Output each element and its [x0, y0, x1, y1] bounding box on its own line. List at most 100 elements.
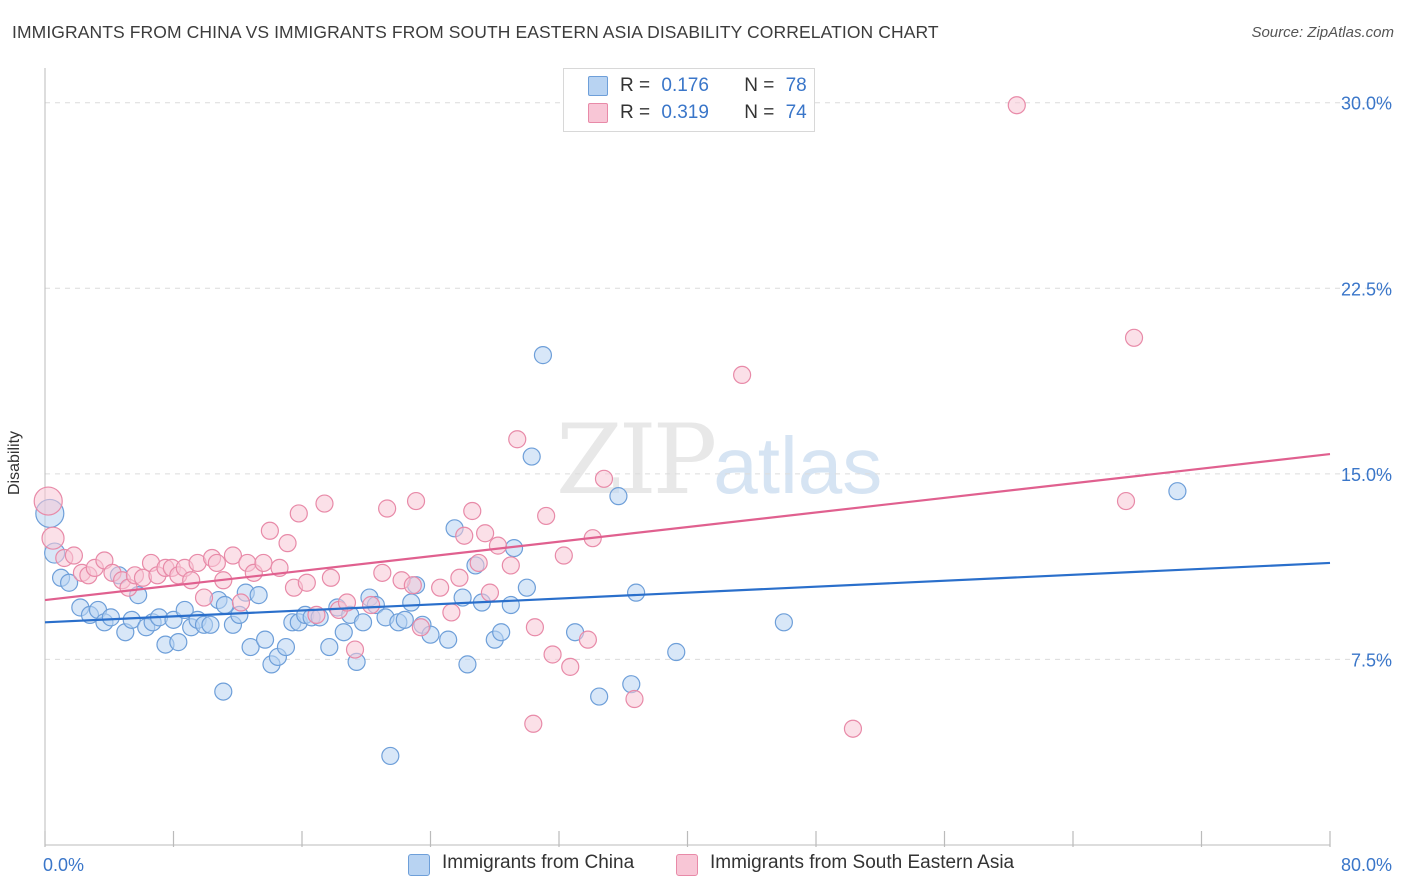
- sea-data-point: [524, 714, 543, 733]
- china-data-point: [381, 746, 400, 766]
- china-data-point: [320, 637, 339, 657]
- sea-trend-line: [44, 452, 1331, 602]
- n-value-sea: 74: [785, 102, 807, 123]
- sea-data-point: [41, 526, 65, 550]
- sea-data-point: [594, 469, 614, 488]
- china-trend-line: [44, 561, 1331, 624]
- sea-data-point: [315, 494, 334, 513]
- sea-data-point: [373, 563, 392, 582]
- sea-data-point: [33, 486, 63, 516]
- sea-data-point: [476, 524, 495, 543]
- sea-data-point: [406, 491, 426, 511]
- sea-data-point: [231, 593, 251, 612]
- sea-data-point: [450, 568, 469, 587]
- sea-data-point: [361, 595, 381, 615]
- sea-data-point: [442, 603, 461, 622]
- sea-data-point: [561, 657, 580, 676]
- china-data-point: [215, 595, 234, 615]
- sea-data-point: [1124, 328, 1144, 347]
- watermark-zip: ZIP: [556, 404, 717, 516]
- china-legend-swatch: [408, 854, 430, 876]
- sea-data-point: [469, 553, 488, 573]
- source-credit: Source: ZipAtlas.com: [1251, 24, 1394, 41]
- china-data-point: [255, 630, 275, 649]
- china-data-point: [214, 682, 233, 701]
- china-data-point: [439, 630, 458, 649]
- sea-data-point: [378, 499, 397, 518]
- chart-title: IMMIGRANTS FROM CHINA VS IMMIGRANTS FROM…: [12, 22, 939, 42]
- y-tick-label: 7.5%: [1351, 650, 1392, 670]
- correlation-legend: R = 0.176 N = 78 R = 0.319 N = 74: [563, 68, 815, 132]
- sea-data-point: [297, 573, 316, 592]
- china-data-point: [249, 586, 268, 605]
- sea-data-point: [289, 504, 308, 523]
- sea-data-point: [403, 576, 422, 595]
- china-data-point: [122, 610, 141, 629]
- china-data-point: [395, 610, 414, 629]
- china-data-point: [334, 623, 353, 642]
- r-value-sea: 0.319: [661, 102, 709, 123]
- sea-data-point: [194, 588, 214, 607]
- sea-data-point: [554, 546, 573, 565]
- sea-data-point: [463, 501, 482, 521]
- sea-data-point: [501, 556, 520, 575]
- sea-data-point: [1116, 491, 1136, 511]
- r-label: R =: [620, 102, 651, 123]
- china-data-point: [517, 578, 536, 597]
- china-swatch: [588, 76, 608, 96]
- sea-data-point: [843, 719, 863, 738]
- china-data-point: [101, 608, 120, 627]
- china-data-point: [522, 447, 541, 466]
- sea-data-point: [182, 571, 201, 590]
- x-tick-label: 0.0%: [43, 855, 84, 875]
- legend-row-sea-text: R = 0.319 N = 74: [620, 102, 807, 124]
- sea-data-point: [431, 578, 450, 597]
- sea-data-point: [223, 546, 243, 565]
- r-value-china: 0.176: [661, 75, 709, 96]
- sea-data-point: [508, 430, 527, 449]
- china-data-point: [492, 623, 511, 642]
- china-data-point: [402, 593, 421, 612]
- china-data-point: [59, 573, 79, 592]
- legend-row-china-text: R = 0.176 N = 78: [620, 75, 807, 97]
- sea-data-point: [254, 553, 273, 573]
- sea-data-point: [64, 546, 84, 565]
- china-data-point: [622, 675, 641, 694]
- china-data-point: [276, 637, 296, 657]
- china-data-point: [175, 600, 194, 620]
- sea-data-point: [411, 618, 430, 637]
- china-data-point: [353, 613, 373, 632]
- china-data-point: [201, 615, 220, 634]
- china-data-point: [626, 583, 646, 602]
- china-data-point: [774, 613, 793, 632]
- n-label: N =: [744, 102, 775, 123]
- sea-data-point: [321, 568, 341, 587]
- sea-data-point: [625, 689, 644, 709]
- zipatlas-watermark: ZIPatlas: [556, 404, 882, 516]
- series-legend: Immigrants from China Immigrants from So…: [0, 852, 1406, 878]
- sea-data-point: [488, 536, 508, 555]
- sea-data-point: [278, 534, 297, 553]
- sea-data-point: [1007, 96, 1026, 115]
- china-data-point: [533, 346, 553, 365]
- sea-data-point: [480, 583, 500, 602]
- r-label: R =: [620, 75, 651, 96]
- china-data-point: [667, 642, 686, 662]
- y-tick-label: 30.0%: [1341, 94, 1392, 114]
- sea-data-point: [733, 365, 752, 385]
- sea-data-point: [260, 521, 279, 540]
- china-data-point: [458, 655, 477, 674]
- sea-data-point: [345, 640, 365, 659]
- sea-data-point: [525, 618, 545, 637]
- sea-legend-swatch: [676, 854, 698, 876]
- sea-data-point: [337, 593, 357, 612]
- n-label: N =: [744, 75, 775, 96]
- china-data-point: [169, 633, 188, 652]
- china-data-point: [590, 687, 609, 706]
- sea-data-point: [543, 645, 562, 664]
- y-tick-label: 22.5%: [1341, 279, 1392, 299]
- legend-label-sea: Immigrants from South Eastern Asia: [710, 852, 1015, 873]
- sea-data-point: [578, 630, 598, 649]
- china-data-point: [609, 487, 628, 506]
